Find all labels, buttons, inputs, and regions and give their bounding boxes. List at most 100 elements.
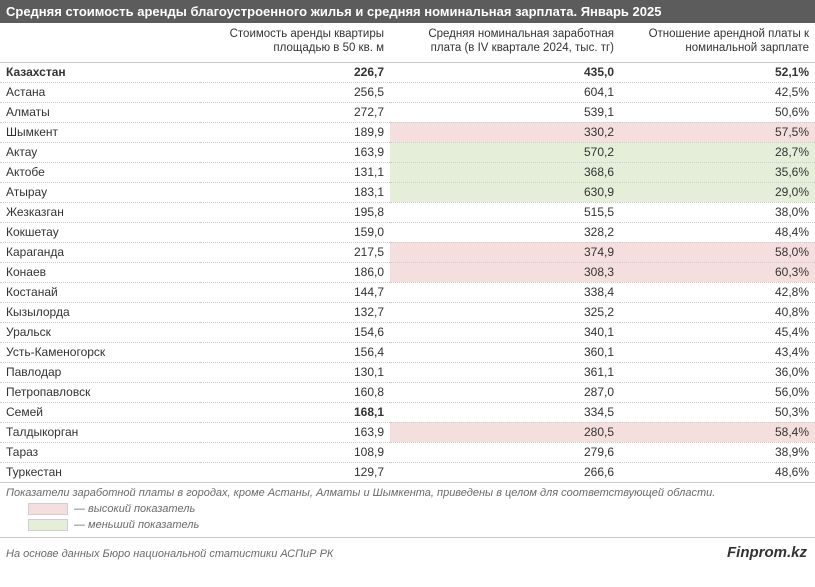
legend-low-label: — меньший показатель <box>74 519 199 531</box>
footnote: Показатели заработной платы в городах, к… <box>0 483 815 501</box>
cell-rent: 217,5 <box>200 242 390 262</box>
table-row: Жезказган195,8515,538,0% <box>0 202 815 222</box>
cell-ratio: 60,3% <box>620 262 815 282</box>
cell-rent: 129,7 <box>200 462 390 482</box>
cell-ratio: 28,7% <box>620 142 815 162</box>
cell-rent: 131,1 <box>200 162 390 182</box>
cell-ratio: 42,5% <box>620 82 815 102</box>
cell-name: Конаев <box>0 262 200 282</box>
swatch-low-icon <box>28 519 68 531</box>
cell-name: Кокшетау <box>0 222 200 242</box>
cell-ratio: 48,4% <box>620 222 815 242</box>
legend-high-label: — высокий показатель <box>74 503 195 515</box>
cell-wage: 570,2 <box>390 142 620 162</box>
cell-name: Туркестан <box>0 462 200 482</box>
table-row: Казахстан226,7435,052,1% <box>0 62 815 82</box>
cell-ratio: 45,4% <box>620 322 815 342</box>
table-row: Кызылорда132,7325,240,8% <box>0 302 815 322</box>
cell-wage: 279,6 <box>390 442 620 462</box>
cell-rent: 156,4 <box>200 342 390 362</box>
cell-rent: 272,7 <box>200 102 390 122</box>
data-table: Стоимость аренды квартиры площадью в 50 … <box>0 23 815 483</box>
cell-rent: 195,8 <box>200 202 390 222</box>
cell-ratio: 50,6% <box>620 102 815 122</box>
cell-rent: 154,6 <box>200 322 390 342</box>
cell-ratio: 38,0% <box>620 202 815 222</box>
cell-name: Талдыкорган <box>0 422 200 442</box>
cell-wage: 308,3 <box>390 262 620 282</box>
cell-rent: 132,7 <box>200 302 390 322</box>
table-row: Тараз108,9279,638,9% <box>0 442 815 462</box>
cell-name: Атырау <box>0 182 200 202</box>
cell-rent: 159,0 <box>200 222 390 242</box>
cell-wage: 630,9 <box>390 182 620 202</box>
legend-low: — меньший показатель <box>0 517 815 533</box>
table-row: Конаев186,0308,360,3% <box>0 262 815 282</box>
cell-ratio: 56,0% <box>620 382 815 402</box>
cell-ratio: 38,9% <box>620 442 815 462</box>
cell-wage: 266,6 <box>390 462 620 482</box>
cell-name: Петропавловск <box>0 382 200 402</box>
col-header-ratio: Отношение арендной платы к номинальной з… <box>620 23 815 62</box>
cell-name: Алматы <box>0 102 200 122</box>
cell-ratio: 57,5% <box>620 122 815 142</box>
cell-name: Костанай <box>0 282 200 302</box>
cell-wage: 435,0 <box>390 62 620 82</box>
table-header-row: Стоимость аренды квартиры площадью в 50 … <box>0 23 815 62</box>
cell-wage: 334,5 <box>390 402 620 422</box>
table-row: Уральск154,6340,145,4% <box>0 322 815 342</box>
cell-name: Караганда <box>0 242 200 262</box>
cell-wage: 328,2 <box>390 222 620 242</box>
cell-wage: 338,4 <box>390 282 620 302</box>
table-row: Астана256,5604,142,5% <box>0 82 815 102</box>
cell-wage: 280,5 <box>390 422 620 442</box>
table-row: Атырау183,1630,929,0% <box>0 182 815 202</box>
brand-logo: Finprom.kz <box>727 544 807 561</box>
table-row: Усть-Каменогорск156,4360,143,4% <box>0 342 815 362</box>
cell-rent: 189,9 <box>200 122 390 142</box>
cell-wage: 374,9 <box>390 242 620 262</box>
cell-wage: 361,1 <box>390 362 620 382</box>
cell-name: Казахстан <box>0 62 200 82</box>
cell-ratio: 36,0% <box>620 362 815 382</box>
table-row: Актау163,9570,228,7% <box>0 142 815 162</box>
cell-ratio: 29,0% <box>620 182 815 202</box>
cell-rent: 144,7 <box>200 282 390 302</box>
cell-rent: 226,7 <box>200 62 390 82</box>
cell-wage: 368,6 <box>390 162 620 182</box>
cell-rent: 108,9 <box>200 442 390 462</box>
col-header-rent: Стоимость аренды квартиры площадью в 50 … <box>200 23 390 62</box>
cell-wage: 515,5 <box>390 202 620 222</box>
table-row: Павлодар130,1361,136,0% <box>0 362 815 382</box>
cell-ratio: 50,3% <box>620 402 815 422</box>
cell-wage: 325,2 <box>390 302 620 322</box>
cell-ratio: 48,6% <box>620 462 815 482</box>
table-row: Кокшетау159,0328,248,4% <box>0 222 815 242</box>
cell-wage: 330,2 <box>390 122 620 142</box>
cell-ratio: 42,8% <box>620 282 815 302</box>
table-row: Петропавловск160,8287,056,0% <box>0 382 815 402</box>
cell-name: Тараз <box>0 442 200 462</box>
cell-rent: 168,1 <box>200 402 390 422</box>
table-row: Караганда217,5374,958,0% <box>0 242 815 262</box>
cell-rent: 183,1 <box>200 182 390 202</box>
cell-name: Актау <box>0 142 200 162</box>
report-title: Средняя стоимость аренды благоустроенног… <box>0 0 815 23</box>
cell-rent: 130,1 <box>200 362 390 382</box>
swatch-high-icon <box>28 503 68 515</box>
cell-wage: 340,1 <box>390 322 620 342</box>
table-row: Костанай144,7338,442,8% <box>0 282 815 302</box>
cell-name: Актобе <box>0 162 200 182</box>
cell-name: Шымкент <box>0 122 200 142</box>
legend-high: — высокий показатель <box>0 501 815 517</box>
cell-rent: 160,8 <box>200 382 390 402</box>
source-text: На основе данных Бюро национальной стати… <box>6 548 333 560</box>
cell-rent: 163,9 <box>200 422 390 442</box>
cell-name: Кызылорда <box>0 302 200 322</box>
cell-ratio: 40,8% <box>620 302 815 322</box>
source-line: На основе данных Бюро национальной стати… <box>0 537 815 561</box>
table-row: Актобе131,1368,635,6% <box>0 162 815 182</box>
col-header-wage: Средняя номинальная заработная плата (в … <box>390 23 620 62</box>
cell-wage: 539,1 <box>390 102 620 122</box>
table-row: Шымкент189,9330,257,5% <box>0 122 815 142</box>
